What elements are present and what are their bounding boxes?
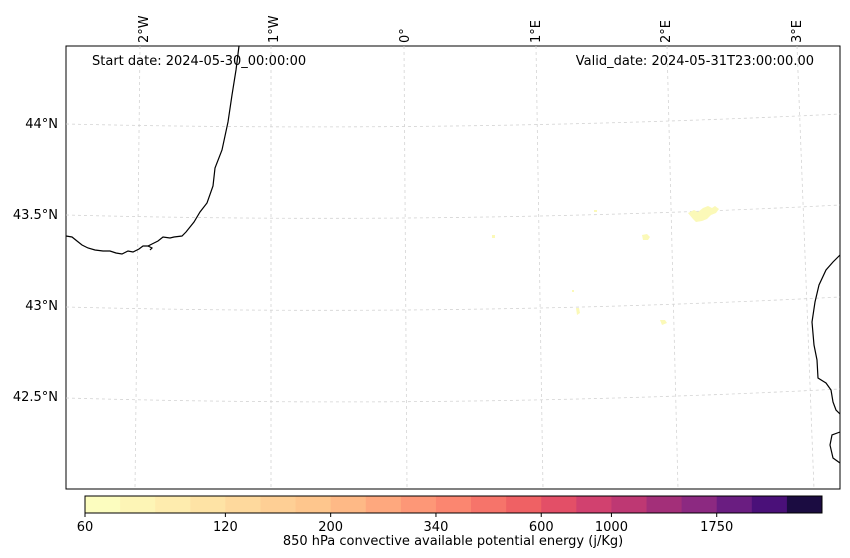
parallel-43n bbox=[65, 296, 841, 311]
lon-label-1e: 1°E bbox=[529, 20, 544, 43]
colorbar-swatch bbox=[681, 496, 718, 513]
parallel-42-5n bbox=[65, 388, 841, 403]
colorbar-swatch bbox=[365, 496, 402, 513]
cape-patch-4 bbox=[492, 235, 495, 238]
colorbar-swatch bbox=[471, 496, 507, 513]
colorbar bbox=[85, 496, 823, 513]
lon-label-0: 0° bbox=[398, 28, 413, 43]
lat-label-43n: 43°N bbox=[25, 299, 58, 314]
colorbar-swatch bbox=[435, 496, 472, 513]
colorbar-tick-label: 60 bbox=[77, 520, 94, 535]
cape-patch-6 bbox=[572, 290, 574, 292]
coastline-biscay bbox=[65, 45, 240, 255]
colorbar-swatch bbox=[225, 496, 261, 513]
cape-patches bbox=[492, 206, 719, 325]
colorbar-tick-label: 1750 bbox=[700, 520, 733, 535]
colorbar-swatch bbox=[330, 496, 367, 513]
valid-date-label: Valid_date: 2024-05-31T23:00:00.00 bbox=[576, 54, 814, 69]
colorbar-tick-label: 340 bbox=[424, 520, 449, 535]
gridlines bbox=[65, 45, 841, 490]
colorbar-swatch bbox=[716, 496, 753, 513]
colorbar-title: 850 hPa convective available potential e… bbox=[283, 534, 623, 549]
lon-label-2w: 2°W bbox=[137, 15, 152, 43]
coastline-estuary bbox=[147, 245, 154, 251]
colorbar-tick-label: 600 bbox=[529, 520, 554, 535]
colorbar-swatch bbox=[576, 496, 612, 513]
lat-label-44n: 44°N bbox=[25, 117, 58, 132]
meridian-2e bbox=[666, 45, 679, 490]
colorbar-swatch bbox=[611, 496, 648, 513]
coastline-mediterranean bbox=[811, 254, 841, 415]
meridian-3e bbox=[796, 45, 815, 490]
colorbar-frame bbox=[84, 495, 823, 514]
colorbar-swatch bbox=[751, 496, 788, 513]
coastline-cape-creus bbox=[829, 431, 841, 464]
colorbar-tick-label: 1000 bbox=[595, 520, 628, 535]
coastlines bbox=[65, 45, 841, 464]
colorbar-swatch bbox=[400, 496, 437, 513]
parallel-43-5n bbox=[65, 204, 841, 219]
cape-patch-2 bbox=[642, 234, 650, 240]
colorbar-swatch bbox=[155, 496, 191, 513]
lat-label-42-5n: 42.5°N bbox=[13, 390, 58, 405]
map-frame bbox=[65, 45, 841, 490]
colorbar-tick-label: 120 bbox=[213, 520, 238, 535]
colorbar-ticks: 60 120 200 340 600 1000 1750 bbox=[77, 513, 733, 535]
colorbar-tick-label: 200 bbox=[318, 520, 343, 535]
colorbar-swatch bbox=[85, 496, 121, 513]
colorbar-swatch bbox=[541, 496, 577, 513]
colorbar-swatch bbox=[786, 496, 823, 513]
meridian-0 bbox=[403, 45, 408, 490]
lon-label-2e: 2°E bbox=[659, 20, 674, 43]
parallel-44n bbox=[65, 113, 841, 128]
colorbar-swatch bbox=[506, 496, 542, 513]
colorbar-swatch bbox=[295, 496, 332, 513]
colorbar-swatch bbox=[646, 496, 683, 513]
colorbar-swatch bbox=[120, 496, 156, 513]
lat-label-43-5n: 43.5°N bbox=[13, 208, 58, 223]
colorbar-swatch bbox=[260, 496, 297, 513]
cape-patch-1 bbox=[688, 206, 719, 222]
cape-patch-7 bbox=[594, 210, 597, 212]
lon-label-3e: 3°E bbox=[790, 20, 805, 43]
meridian-2w bbox=[134, 45, 141, 490]
start-date-label: Start date: 2024-05-30_00:00:00 bbox=[92, 54, 306, 69]
lon-label-1w: 1°W bbox=[267, 15, 282, 43]
cape-patch-5 bbox=[576, 308, 580, 315]
colorbar-swatch bbox=[190, 496, 226, 513]
meridian-1e bbox=[535, 45, 544, 490]
cape-patch-3 bbox=[660, 320, 667, 325]
